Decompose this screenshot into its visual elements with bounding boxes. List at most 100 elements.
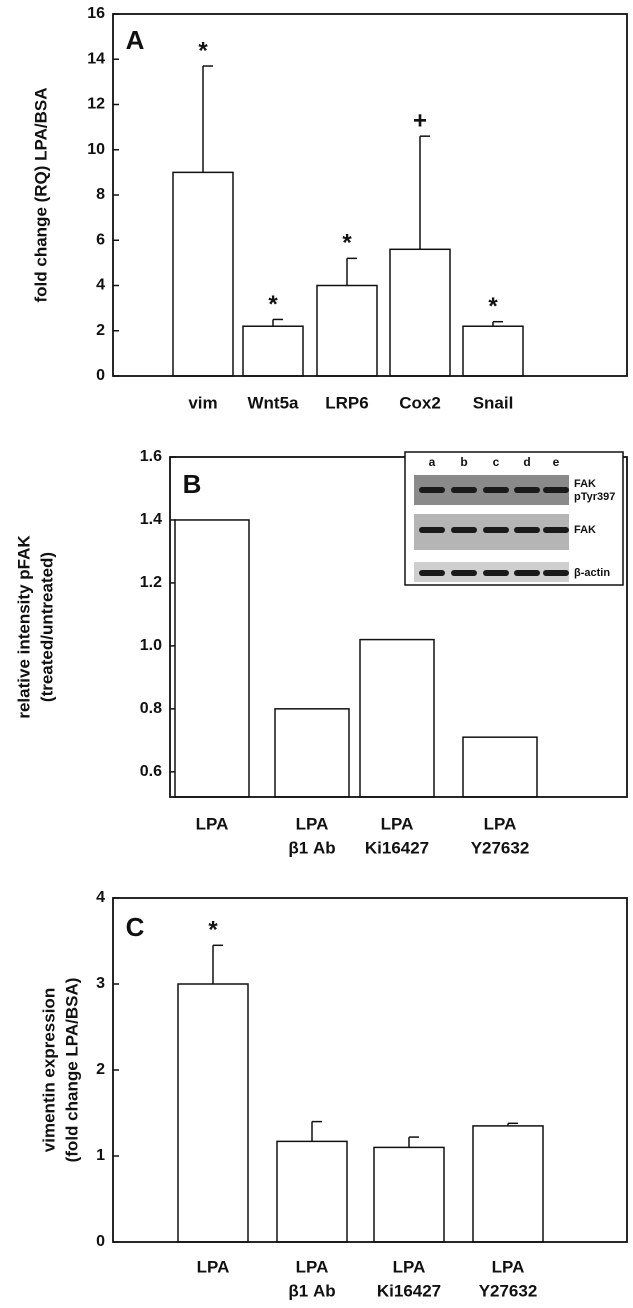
error-bar [202, 65, 213, 173]
blot-band [451, 527, 477, 533]
y-axis-label: (fold change LPA/BSA) [62, 978, 81, 1163]
bar [174, 519, 250, 798]
row-label: pTyr397 [574, 491, 615, 503]
plot-frame [112, 13, 628, 377]
error-bar [272, 318, 283, 327]
blot-band [419, 527, 445, 533]
bar [316, 284, 378, 377]
bar [462, 736, 538, 798]
annotation: + [413, 108, 427, 135]
x-tick-label: Snail [473, 393, 514, 412]
y-tick-label: 1.0 [140, 637, 162, 654]
error-bar [492, 320, 503, 327]
panel-letter: C [126, 912, 145, 942]
blot-band [543, 570, 569, 576]
x-tick-label: LPA [393, 1257, 426, 1276]
bar [276, 1140, 348, 1243]
x-tick-label: Wnt5a [248, 393, 300, 412]
error-bar [212, 944, 223, 984]
panel-letter: A [126, 25, 145, 55]
lane-label: c [493, 455, 500, 469]
y-tick-label: 2 [96, 1061, 105, 1078]
bar [242, 325, 304, 377]
bar [462, 325, 524, 377]
y-tick-label: 0.6 [140, 763, 162, 780]
y-tick-label: 1.6 [140, 448, 162, 465]
y-tick-label: 1.4 [140, 511, 162, 528]
blot-band [514, 527, 540, 533]
bar [373, 1146, 445, 1243]
bar [172, 171, 234, 377]
row-label: β-actin [574, 567, 610, 579]
annotation: * [198, 37, 208, 64]
blot-band [483, 570, 509, 576]
x-tick-label: Y27632 [479, 1281, 538, 1300]
x-tick-label: LPA [381, 814, 414, 833]
y-tick-label: 16 [87, 5, 105, 22]
row-label: FAK [574, 478, 596, 490]
blot-band [514, 487, 540, 493]
y-axis-label: relative intensity pFAK [14, 535, 33, 719]
error-bar [507, 1122, 518, 1126]
x-tick-label: β1 Ab [288, 838, 335, 857]
y-tick-label: 10 [87, 141, 105, 158]
x-tick-label: LPA [197, 1257, 230, 1276]
y-axis-label: (treated/untreated) [37, 552, 56, 702]
blot-band [451, 570, 477, 576]
y-tick-label: 4 [96, 889, 105, 906]
plot-frame [169, 456, 628, 798]
y-tick-label: 0 [96, 1233, 105, 1250]
x-tick-label: Ki16427 [365, 838, 429, 857]
blot-band [419, 487, 445, 493]
lane-label: e [553, 455, 560, 469]
y-tick-label: 12 [87, 96, 105, 113]
error-bar [408, 1136, 419, 1148]
x-tick-label: LRP6 [325, 393, 368, 412]
x-tick-label: LPA [296, 1257, 329, 1276]
y-tick-label: 4 [96, 277, 105, 294]
blot-band [419, 570, 445, 576]
x-tick-label: LPA [484, 814, 517, 833]
y-tick-label: 14 [87, 50, 105, 67]
blot-band [483, 527, 509, 533]
error-bar [311, 1120, 322, 1142]
x-tick-label: β1 Ab [288, 1281, 335, 1300]
blot-band [483, 487, 509, 493]
lane-label: d [523, 455, 530, 469]
x-tick-label: Cox2 [399, 393, 441, 412]
bar [389, 248, 451, 377]
blot-band [514, 570, 540, 576]
x-tick-label: Ki16427 [377, 1281, 441, 1300]
error-bar [346, 257, 357, 286]
y-tick-label: 1.2 [140, 574, 162, 591]
panel-letter: B [183, 469, 202, 499]
x-tick-label: Y27632 [471, 838, 530, 857]
x-tick-label: LPA [296, 814, 329, 833]
y-tick-label: 8 [96, 186, 105, 203]
bar [274, 708, 350, 798]
annotation: * [342, 230, 352, 257]
y-tick-label: 0 [96, 367, 105, 384]
blot-band [451, 487, 477, 493]
y-axis-label: fold change (RQ) LPA/BSA [31, 87, 50, 302]
bar [472, 1125, 544, 1243]
lane-label: b [460, 455, 467, 469]
y-tick-label: 1 [96, 1147, 105, 1164]
y-axis-label: vimentin expression [39, 988, 58, 1152]
y-tick-label: 0.8 [140, 700, 162, 717]
bar [359, 638, 435, 798]
blot-band [543, 527, 569, 533]
row-label: FAK [574, 524, 596, 536]
annotation: * [208, 917, 218, 944]
x-tick-label: LPA [196, 814, 229, 833]
x-tick-label: LPA [492, 1257, 525, 1276]
y-tick-label: 2 [96, 322, 105, 339]
y-tick-label: 6 [96, 231, 105, 248]
annotation: * [268, 291, 278, 318]
y-tick-label: 3 [96, 975, 105, 992]
annotation: * [488, 293, 498, 320]
x-tick-label: vim [188, 393, 217, 412]
